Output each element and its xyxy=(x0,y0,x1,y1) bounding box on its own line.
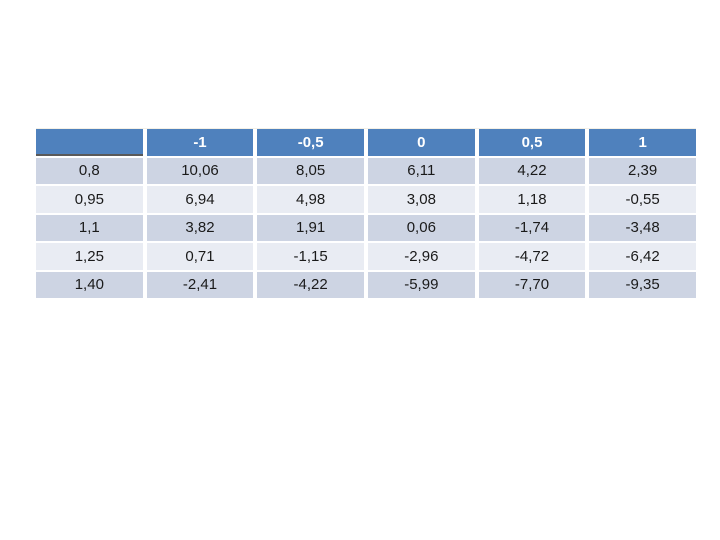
column-header: -0,5 xyxy=(257,129,364,156)
column-header: 0,5 xyxy=(478,129,586,156)
table-cell: -3,48 xyxy=(589,214,696,241)
row-header: 0,95 xyxy=(36,186,143,213)
table-cell: -7,70 xyxy=(478,271,586,298)
row-header: 1,1 xyxy=(36,214,143,241)
table-cell: -2,41 xyxy=(146,271,254,298)
table-cell: -2,96 xyxy=(367,243,475,270)
table-cell: 3,08 xyxy=(367,186,475,213)
table-cell: 0,06 xyxy=(367,214,475,241)
table-cell: 4,22 xyxy=(478,157,586,184)
table-cell: 0,71 xyxy=(146,243,254,270)
table-cell: 4,98 xyxy=(257,186,364,213)
column-header: -1 xyxy=(146,129,254,156)
table-cell: -5,99 xyxy=(367,271,475,298)
table-cell: 3,82 xyxy=(146,214,254,241)
row-header: 1,25 xyxy=(36,243,143,270)
table-cell: 10,06 xyxy=(146,157,254,184)
corner-cell xyxy=(36,129,143,156)
table-cell: 6,94 xyxy=(146,186,254,213)
table-cell: -0,55 xyxy=(589,186,696,213)
table-cell: 1,18 xyxy=(478,186,586,213)
table-cell: -4,72 xyxy=(478,243,586,270)
table-cell: -9,35 xyxy=(589,271,696,298)
table-cell: 6,11 xyxy=(367,157,475,184)
table-cell: -6,42 xyxy=(589,243,696,270)
table-cell: 2,39 xyxy=(589,157,696,184)
row-header: 1,40 xyxy=(36,271,143,298)
table-cell: -1,15 xyxy=(257,243,364,270)
data-table: -1 -0,5 0 0,5 1 0,8 10,06 8,05 6,11 4,22 2,39 0,95 6… xyxy=(36,128,696,298)
column-header: 0 xyxy=(367,129,475,156)
table-cell: 1,91 xyxy=(257,214,364,241)
table-cell: 8,05 xyxy=(257,157,364,184)
table-cell: -1,74 xyxy=(478,214,586,241)
row-header: 0,8 xyxy=(36,157,143,184)
column-header: 1 xyxy=(589,129,696,156)
table-cell: -4,22 xyxy=(257,271,364,298)
